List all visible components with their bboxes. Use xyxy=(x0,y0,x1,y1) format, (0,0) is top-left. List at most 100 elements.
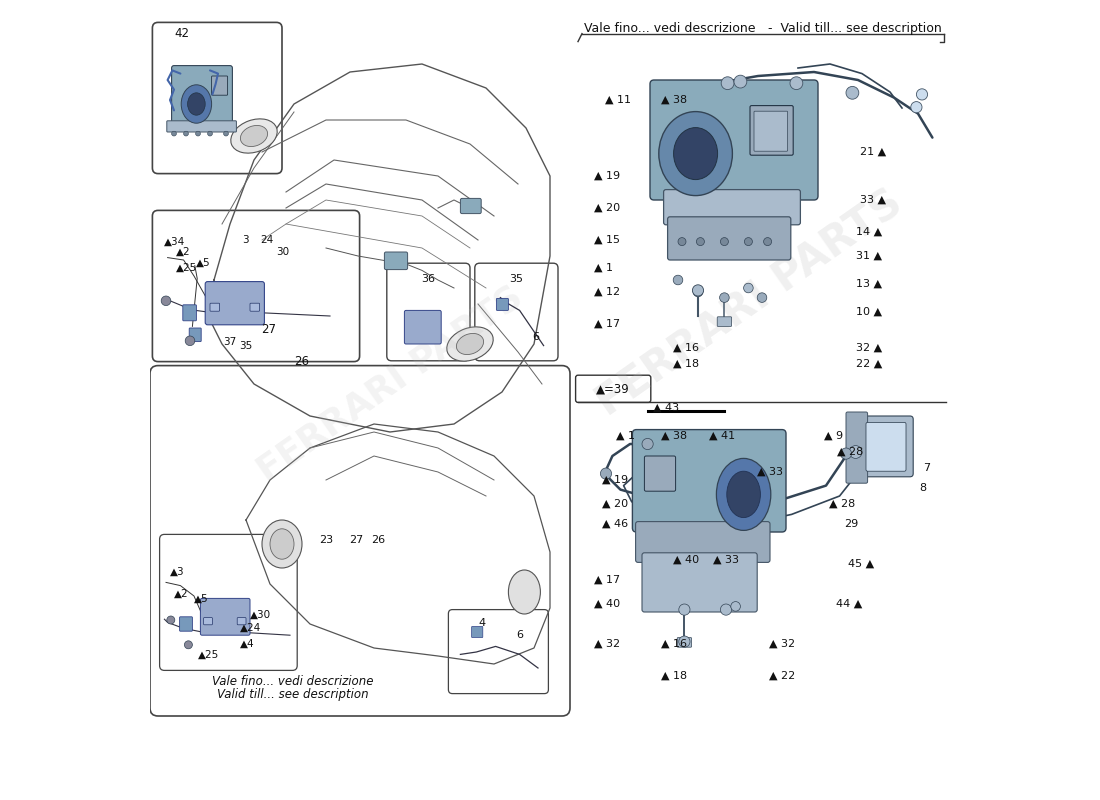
Ellipse shape xyxy=(241,126,267,146)
FancyBboxPatch shape xyxy=(183,305,197,321)
Circle shape xyxy=(167,616,175,624)
FancyBboxPatch shape xyxy=(405,310,441,344)
Text: ▲ 19: ▲ 19 xyxy=(594,171,620,181)
Circle shape xyxy=(223,131,229,136)
Circle shape xyxy=(208,131,212,136)
Text: 3: 3 xyxy=(242,235,249,245)
Ellipse shape xyxy=(456,334,484,354)
Text: 26: 26 xyxy=(371,535,385,545)
Text: 29: 29 xyxy=(844,519,858,529)
Text: 33 ▲: 33 ▲ xyxy=(860,195,886,205)
Text: 35: 35 xyxy=(509,274,524,284)
Text: ▲ 16: ▲ 16 xyxy=(661,639,688,649)
Text: 8: 8 xyxy=(918,483,926,493)
Circle shape xyxy=(720,604,732,615)
Text: 24: 24 xyxy=(261,235,274,245)
FancyBboxPatch shape xyxy=(575,375,651,402)
Text: ▲ 16: ▲ 16 xyxy=(673,343,698,353)
FancyBboxPatch shape xyxy=(717,317,732,326)
Circle shape xyxy=(846,86,859,99)
Text: ▲ 43: ▲ 43 xyxy=(653,403,679,413)
FancyBboxPatch shape xyxy=(636,522,770,562)
Circle shape xyxy=(679,636,690,647)
Text: ▲ 22: ▲ 22 xyxy=(769,671,795,681)
Circle shape xyxy=(184,131,188,136)
FancyBboxPatch shape xyxy=(238,618,246,625)
FancyBboxPatch shape xyxy=(461,198,481,214)
Ellipse shape xyxy=(659,111,733,195)
FancyBboxPatch shape xyxy=(384,252,408,270)
Text: ▲34: ▲34 xyxy=(164,237,186,246)
Text: ▲ 18: ▲ 18 xyxy=(661,671,688,681)
Text: ▲25: ▲25 xyxy=(198,650,219,659)
Text: ▲ 46: ▲ 46 xyxy=(602,519,628,529)
Text: ▲ 17: ▲ 17 xyxy=(594,319,620,329)
Ellipse shape xyxy=(447,327,493,361)
FancyBboxPatch shape xyxy=(496,298,508,310)
FancyBboxPatch shape xyxy=(172,66,232,130)
FancyBboxPatch shape xyxy=(846,412,868,483)
Text: FERRARI PARTS: FERRARI PARTS xyxy=(251,280,529,488)
Text: ▲ 38: ▲ 38 xyxy=(661,431,688,441)
Text: ▲ 33: ▲ 33 xyxy=(757,467,783,477)
Text: ▲4: ▲4 xyxy=(240,639,254,649)
FancyBboxPatch shape xyxy=(189,328,201,342)
Text: ▲ 38: ▲ 38 xyxy=(661,95,688,105)
Circle shape xyxy=(673,275,683,285)
Circle shape xyxy=(642,438,653,450)
Circle shape xyxy=(185,641,192,649)
Circle shape xyxy=(790,77,803,90)
Text: ▲ 12: ▲ 12 xyxy=(594,287,620,297)
Text: ▲ 15: ▲ 15 xyxy=(594,235,620,245)
Text: 6: 6 xyxy=(532,332,539,342)
Text: ▲ 18: ▲ 18 xyxy=(673,359,700,369)
Text: ▲ 1: ▲ 1 xyxy=(616,431,636,441)
Text: ▲ 11: ▲ 11 xyxy=(605,95,631,105)
Text: ▲ 33: ▲ 33 xyxy=(713,555,739,565)
Text: 37: 37 xyxy=(223,338,236,347)
Circle shape xyxy=(185,336,195,346)
Text: 42: 42 xyxy=(175,27,189,40)
FancyBboxPatch shape xyxy=(645,456,675,491)
Circle shape xyxy=(734,75,747,88)
Text: ▲24: ▲24 xyxy=(240,623,261,633)
Text: 36: 36 xyxy=(421,274,436,284)
Circle shape xyxy=(678,238,686,246)
FancyBboxPatch shape xyxy=(167,121,236,132)
FancyBboxPatch shape xyxy=(179,617,192,631)
Ellipse shape xyxy=(231,119,277,153)
Text: 44 ▲: 44 ▲ xyxy=(836,599,862,609)
Text: ▲=39: ▲=39 xyxy=(596,382,630,395)
Text: 32 ▲: 32 ▲ xyxy=(856,343,882,353)
FancyBboxPatch shape xyxy=(650,80,818,200)
Circle shape xyxy=(692,285,704,296)
Circle shape xyxy=(722,77,734,90)
Circle shape xyxy=(744,283,754,293)
FancyBboxPatch shape xyxy=(754,111,788,151)
Text: ▲ 1: ▲ 1 xyxy=(594,263,613,273)
Text: 14 ▲: 14 ▲ xyxy=(856,227,882,237)
Circle shape xyxy=(849,446,862,458)
Text: FERRARI PARTS: FERRARI PARTS xyxy=(590,182,911,426)
Circle shape xyxy=(763,238,771,246)
FancyBboxPatch shape xyxy=(250,303,260,311)
Circle shape xyxy=(757,293,767,302)
Text: Vale fino... vedi descrizione: Vale fino... vedi descrizione xyxy=(211,675,373,688)
Text: ▲ 28: ▲ 28 xyxy=(837,447,864,457)
FancyBboxPatch shape xyxy=(210,303,220,311)
Text: Vale fino... vedi descrizione: Vale fino... vedi descrizione xyxy=(584,22,755,35)
Circle shape xyxy=(840,448,851,459)
FancyBboxPatch shape xyxy=(860,416,913,477)
Text: ▲ 41: ▲ 41 xyxy=(708,431,735,441)
Text: 45 ▲: 45 ▲ xyxy=(848,559,874,569)
Circle shape xyxy=(693,287,703,297)
Circle shape xyxy=(696,238,704,246)
Text: ▲ 32: ▲ 32 xyxy=(594,639,620,649)
Ellipse shape xyxy=(270,529,294,559)
Ellipse shape xyxy=(727,471,760,518)
Ellipse shape xyxy=(188,93,206,115)
Text: ▲ 40: ▲ 40 xyxy=(673,555,700,565)
Circle shape xyxy=(720,238,728,246)
Text: 6: 6 xyxy=(516,630,524,640)
Circle shape xyxy=(745,238,752,246)
